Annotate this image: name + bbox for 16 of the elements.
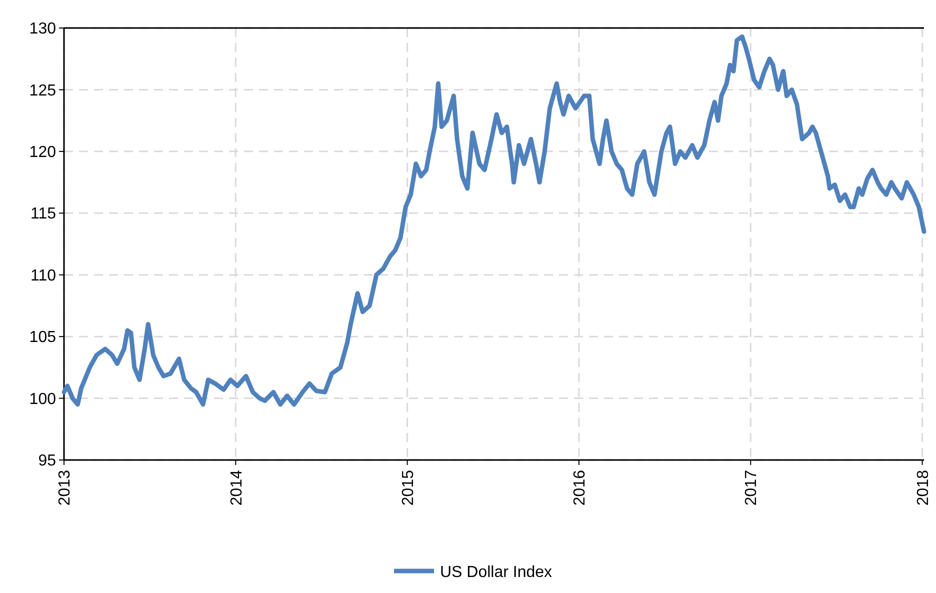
y-tick-label: 130 bbox=[29, 20, 56, 38]
x-tick-label: 2016 bbox=[572, 470, 589, 506]
y-tick-label: 105 bbox=[29, 329, 56, 346]
y-tick-label: 100 bbox=[29, 390, 56, 408]
line-series bbox=[62, 34, 926, 407]
y-tick-label: 120 bbox=[29, 144, 56, 162]
legend-label: US Dollar Index bbox=[440, 564, 552, 581]
y-tick-label: 115 bbox=[30, 206, 56, 223]
y-tick-label: 125 bbox=[29, 82, 56, 100]
y-tick-label: 95 bbox=[38, 452, 56, 470]
x-tick-label: 2015 bbox=[400, 470, 417, 506]
x-tick-label: 2013 bbox=[56, 470, 74, 506]
x-tick-label: 2014 bbox=[228, 470, 246, 506]
x-tick-label: 2017 bbox=[743, 470, 760, 506]
y-tick-label: 110 bbox=[30, 267, 56, 284]
x-tick-label: 2018 bbox=[914, 470, 932, 506]
